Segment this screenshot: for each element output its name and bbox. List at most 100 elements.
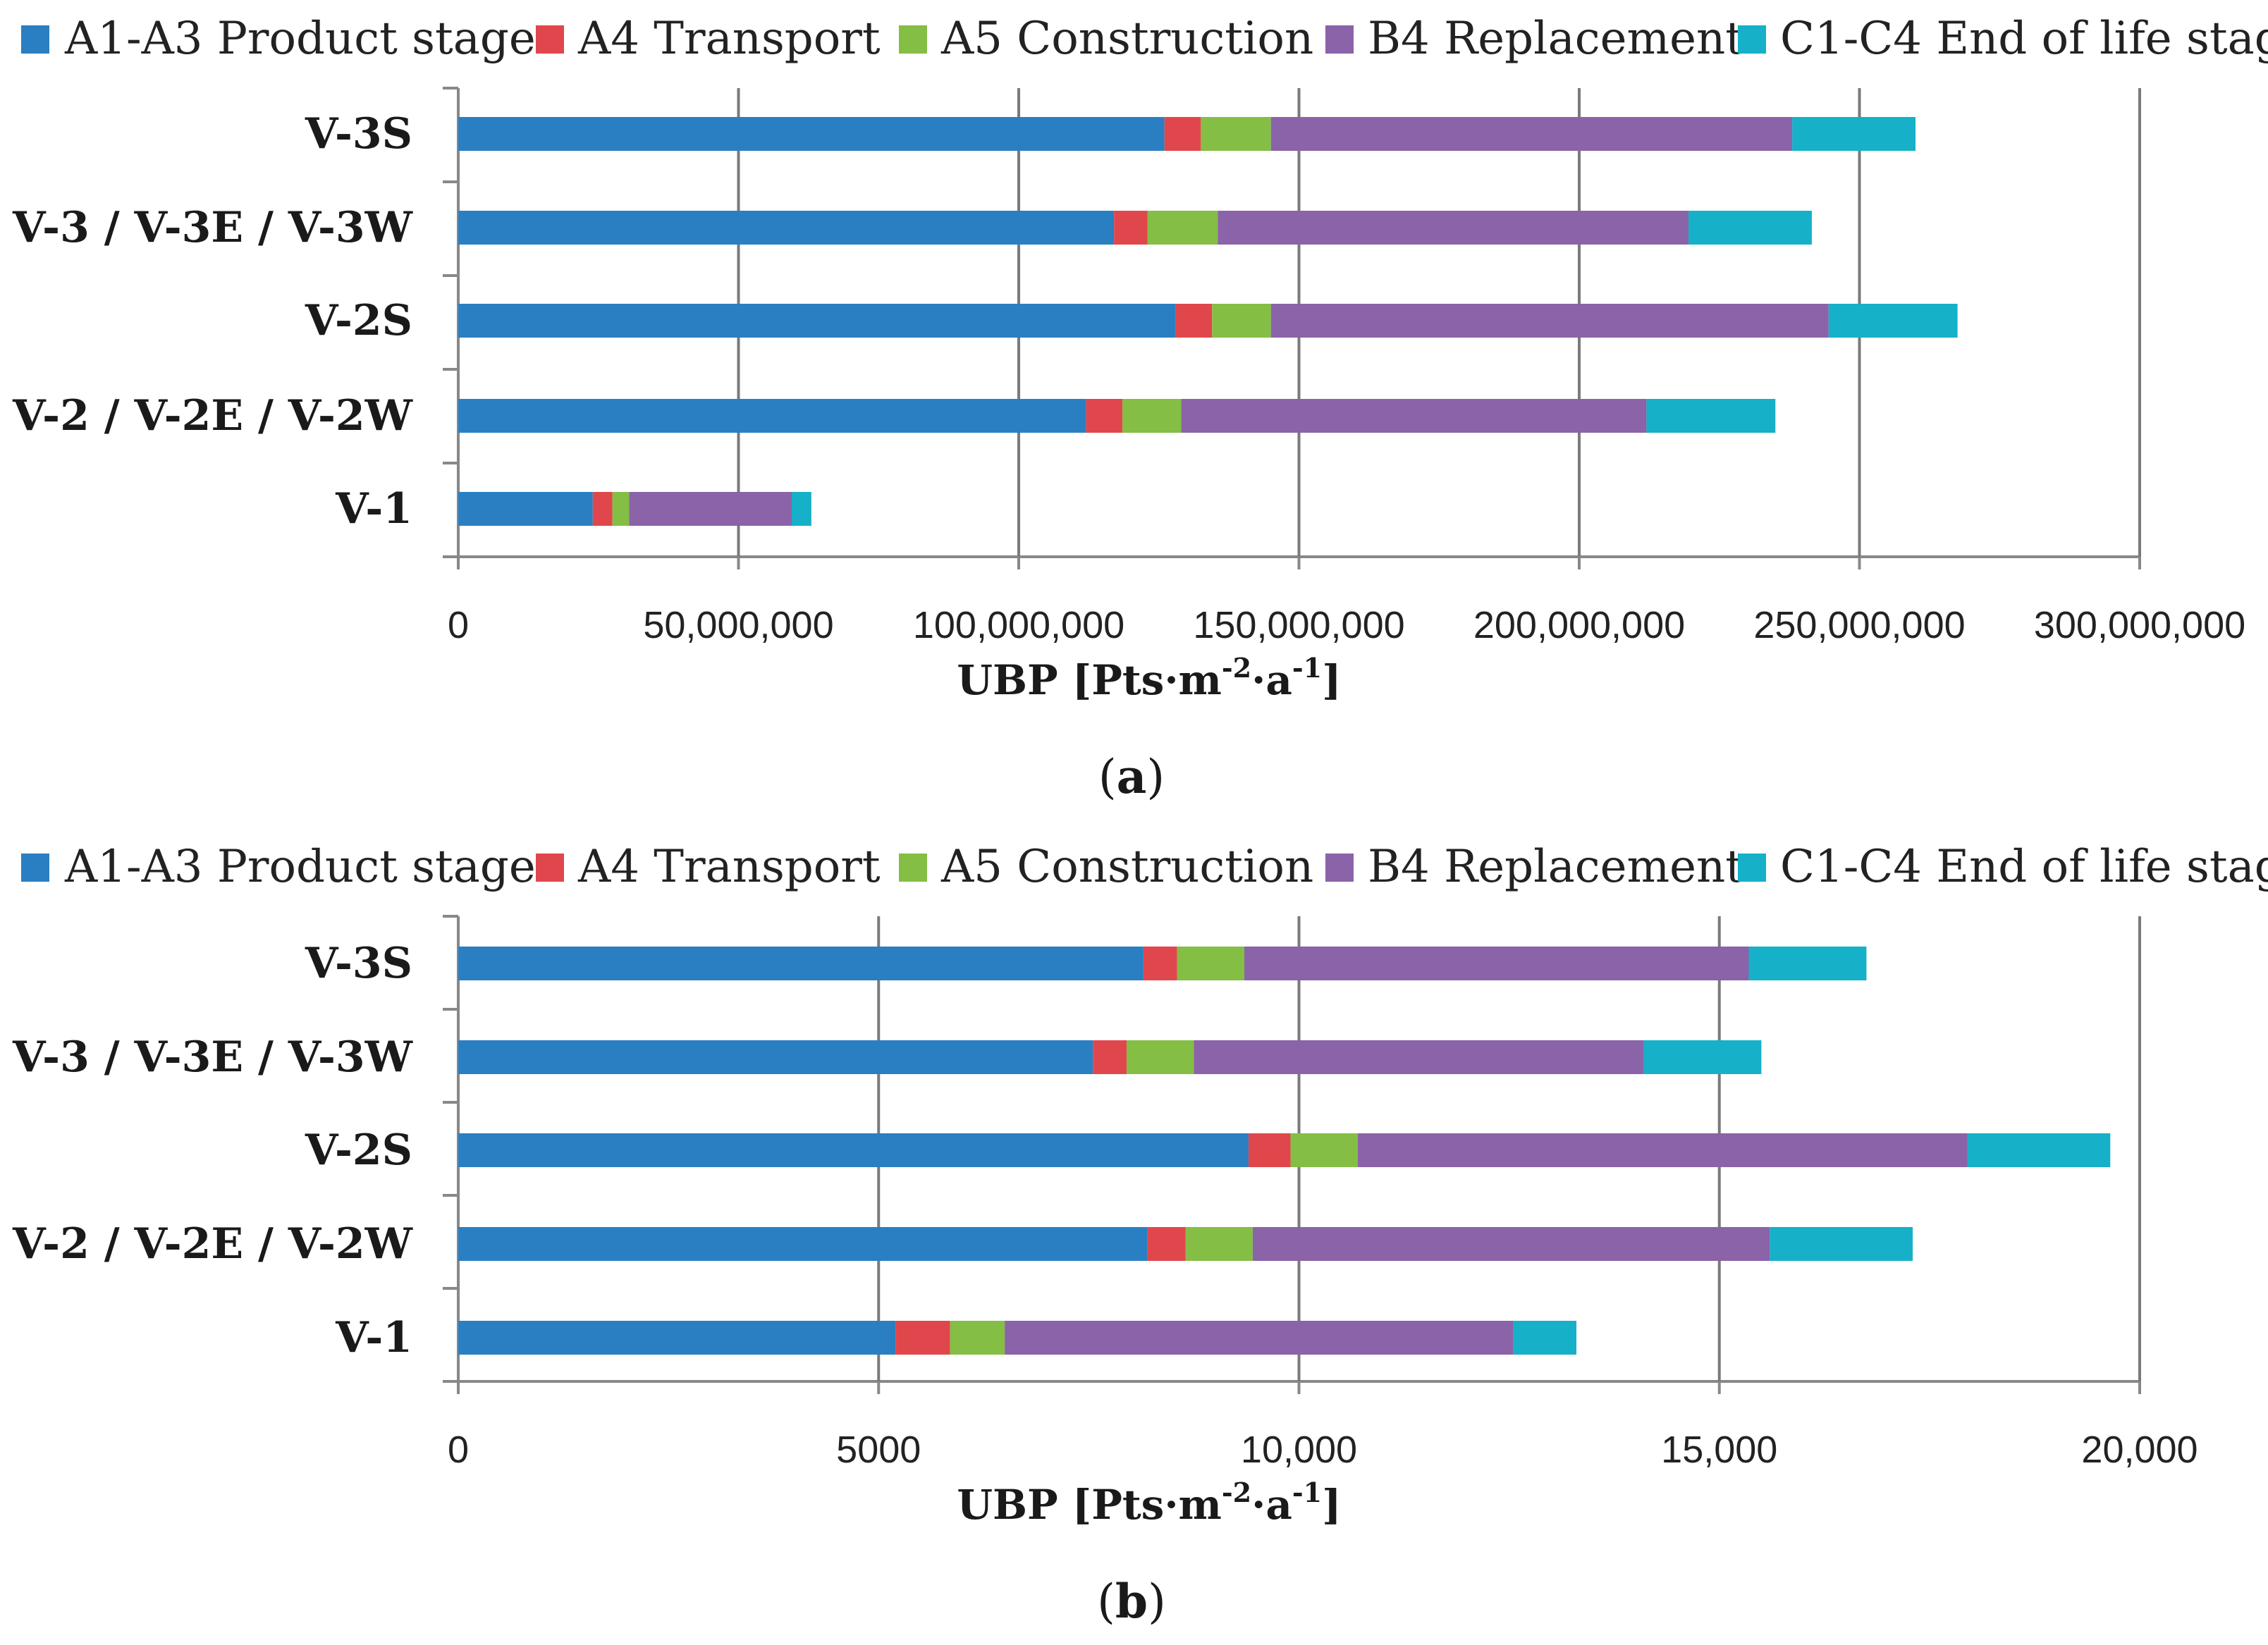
bar-v-1-a4-transport [592, 492, 613, 526]
x-tick-label: 100,000,000 [913, 604, 1124, 646]
x-axis-title-part: ] [1322, 656, 1341, 704]
bar-v-3s-a4-transport [1164, 117, 1201, 151]
bar-v-3-v-3e-v-3w-a1-a3-product-stage [458, 1040, 1093, 1074]
x-tick-label: 0 [448, 1429, 469, 1471]
bar-v-3s-a4-transport [1143, 947, 1177, 980]
x-axis-title-part: UBP [Pts·m [957, 1481, 1221, 1529]
legend-swatch-b4-replacement [1325, 25, 1354, 54]
bar-v-3s-a5-construction [1177, 947, 1244, 980]
category-label-v-2s: V-2S [305, 296, 412, 345]
bar-v-3s-c1-c4-end-of-life-stage [1748, 947, 1867, 980]
bar-v-2s-b4-replacement [1357, 1133, 1968, 1167]
legend-swatch-a5-construction [899, 854, 927, 882]
bar-v-2s-c1-c4-end-of-life-stage [1828, 304, 1958, 338]
category-label-v-3-v-3e-v-3w: V-3 / V-3E / V-3W [12, 203, 414, 252]
legend-swatch-a1-a3-product-stage [21, 854, 49, 882]
bar-v-1-c1-c4-end-of-life-stage [1513, 1321, 1577, 1355]
x-tick-label: 150,000,000 [1193, 604, 1404, 646]
legend-swatch-c1-c4-end-of-life-stage [1738, 854, 1766, 882]
bar-v-2-v-2e-v-2w-a5-construction [1122, 399, 1182, 433]
bar-v-3-v-3e-v-3w-c1-c4-end-of-life-stage [1643, 1040, 1762, 1074]
bar-v-3-v-3e-v-3w-b4-replacement [1194, 1040, 1644, 1074]
x-axis-title-part: ·a [1251, 656, 1292, 704]
bar-v-2-v-2e-v-2w-b4-replacement [1181, 399, 1647, 433]
legend-label-b4-replacement: B4 Replacement [1368, 841, 1743, 893]
bar-v-3-v-3e-v-3w-a4-transport [1114, 211, 1148, 245]
bar-v-3-v-3e-v-3w-a1-a3-product-stage [458, 211, 1115, 245]
bar-v-2s-a4-transport [1248, 1133, 1291, 1167]
x-axis-title-part: -1 [1292, 652, 1322, 684]
bar-v-2s-a4-transport [1175, 304, 1213, 338]
bar-v-2-v-2e-v-2w-b4-replacement [1252, 1227, 1770, 1261]
bar-v-3-v-3e-v-3w-c1-c4-end-of-life-stage [1688, 211, 1812, 245]
bar-v-1-a5-construction [950, 1321, 1005, 1355]
bar-v-2-v-2e-v-2w-c1-c4-end-of-life-stage [1646, 399, 1776, 433]
legend-swatch-a5-construction [899, 25, 927, 54]
bar-v-1-a1-a3-product-stage [458, 492, 593, 526]
chart-panel-a: A1-A3 Product stage A4 Transport A5 Constr… [12, 13, 2268, 804]
x-tick-label: 5000 [836, 1429, 921, 1471]
legend-swatch-c1-c4-end-of-life-stage [1738, 25, 1766, 54]
legend-swatch-a4-transport [536, 854, 564, 882]
category-label-v-3s: V-3S [305, 939, 412, 988]
category-label-v-2s: V-2S [305, 1126, 412, 1175]
bar-v-3s-b4-replacement [1244, 947, 1749, 980]
category-label-v-2-v-2e-v-2w: V-2 / V-2E / V-2W [12, 1219, 414, 1269]
legend-label-c1-c4-end-of-life-stage: C1-C4 End of life stage [1780, 13, 2268, 65]
bar-v-3s-a1-a3-product-stage [458, 117, 1165, 151]
x-tick-label: 250,000,000 [1753, 604, 1965, 646]
bar-v-1-a4-transport [895, 1321, 950, 1355]
x-tick-label: 10,000 [1241, 1429, 1357, 1471]
bar-v-3s-c1-c4-end-of-life-stage [1792, 117, 1915, 151]
category-label-v-1: V-1 [335, 1313, 412, 1362]
legend-label-a1-a3-product-stage: A1-A3 Product stage [64, 841, 536, 893]
bar-v-1-c1-c4-end-of-life-stage [792, 492, 811, 526]
bar-v-1-a1-a3-product-stage [458, 1321, 896, 1355]
category-label-v-3-v-3e-v-3w: V-3 / V-3E / V-3W [12, 1033, 414, 1082]
chart-panel-b: A1-A3 Product stage A4 Transport A5 Constr… [12, 841, 2268, 1629]
x-axis-title-part: -2 [1222, 1477, 1251, 1508]
legend-label-b4-replacement: B4 Replacement [1368, 13, 1743, 65]
legend-label-a4-transport: A4 Transport [577, 13, 881, 65]
x-tick-label: 50,000,000 [643, 604, 833, 646]
bar-v-2s-a5-construction [1290, 1133, 1358, 1167]
category-label-v-1: V-1 [335, 484, 412, 534]
legend-label-c1-c4-end-of-life-stage: C1-C4 End of life stage [1780, 841, 2268, 893]
x-axis-title-part: ·a [1251, 1481, 1292, 1529]
bar-v-2s-a1-a3-product-stage [458, 1133, 1249, 1167]
bar-v-1-b4-replacement [1005, 1321, 1514, 1355]
category-label-v-3s: V-3S [305, 109, 412, 159]
x-axis-title-part: -1 [1292, 1477, 1322, 1508]
bar-v-1-a5-construction [612, 492, 630, 526]
x-axis-title: UBP [Pts·m-2·a-1] [957, 652, 1341, 704]
bar-v-2s-a1-a3-product-stage [458, 304, 1176, 338]
bar-v-3-v-3e-v-3w-a5-construction [1147, 211, 1218, 245]
legend-label-a1-a3-product-stage: A1-A3 Product stage [64, 13, 536, 65]
x-axis-title-part: UBP [Pts·m [957, 656, 1221, 704]
bar-v-3-v-3e-v-3w-b4-replacement [1218, 211, 1689, 245]
bar-v-1-b4-replacement [629, 492, 792, 526]
x-tick-label: 0 [448, 604, 469, 646]
bar-v-2s-a5-construction [1212, 304, 1271, 338]
bar-v-2s-b4-replacement [1270, 304, 1829, 338]
bar-v-3s-b4-replacement [1270, 117, 1793, 151]
x-axis-title-part: -2 [1222, 652, 1251, 684]
bar-v-3-v-3e-v-3w-a4-transport [1093, 1040, 1127, 1074]
legend-label-a4-transport: A4 Transport [577, 841, 881, 893]
bar-v-2-v-2e-v-2w-c1-c4-end-of-life-stage [1770, 1227, 1913, 1261]
x-tick-label: 15,000 [1661, 1429, 1777, 1471]
legend-swatch-a4-transport [536, 25, 564, 54]
bar-v-2-v-2e-v-2w-a1-a3-product-stage [458, 1227, 1148, 1261]
panel-label-b: (b) [1097, 1574, 1166, 1629]
x-axis-title: UBP [Pts·m-2·a-1] [957, 1477, 1341, 1529]
legend-label-a5-construction: A5 Construction [940, 13, 1313, 65]
x-tick-label: 300,000,000 [2034, 604, 2245, 646]
bar-v-3-v-3e-v-3w-a5-construction [1127, 1040, 1194, 1074]
bar-v-2-v-2e-v-2w-a4-transport [1147, 1227, 1186, 1261]
bar-v-2-v-2e-v-2w-a4-transport [1086, 399, 1123, 433]
bar-v-3s-a1-a3-product-stage [458, 947, 1144, 980]
bar-v-2-v-2e-v-2w-a1-a3-product-stage [458, 399, 1086, 433]
bar-v-2s-c1-c4-end-of-life-stage [1967, 1133, 2111, 1167]
x-tick-label: 200,000,000 [1473, 604, 1685, 646]
